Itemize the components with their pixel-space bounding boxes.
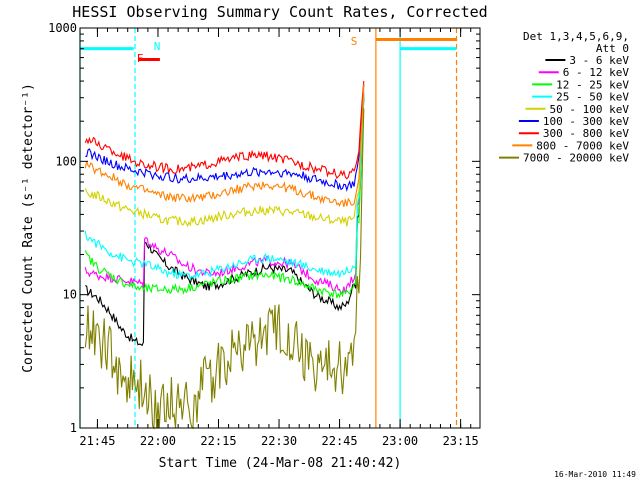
x-axis-label: Start Time (24-Mar-08 21:40:42): [159, 456, 402, 471]
series-line-8: [84, 108, 365, 430]
plot-frame: [79, 27, 481, 429]
series-line-1: [84, 93, 365, 295]
observing-flags: FN S: [80, 35, 457, 65]
y-axis-label: Corrected Count Rate (s⁻¹ detector⁻¹): [21, 83, 36, 373]
series-line-2: [84, 95, 365, 299]
flag-label-1: F: [137, 52, 144, 65]
footer-timestamp: 16-Mar-2010 11:49: [554, 470, 636, 479]
y-axis: 1 10 100 1000: [48, 21, 480, 435]
series-lines: [84, 81, 365, 430]
legend-entry-label-0: 3 - 6 keV: [569, 54, 629, 67]
x-tick-label-1: 22:00: [140, 434, 176, 448]
y-tick-label-1: 10: [63, 288, 77, 302]
legend-entry-label-2: 12 - 25 keV: [556, 78, 629, 91]
legend-entry-label-8: 7000 - 20000 keV: [523, 152, 629, 165]
series-line-6: [84, 81, 365, 180]
x-tick-label-5: 23:00: [382, 434, 418, 448]
vertical-markers: [79, 28, 458, 428]
legend-entry-label-6: 300 - 800 keV: [543, 127, 629, 140]
legend-entry-label-1: 6 - 12 keV: [563, 66, 630, 79]
series-line-0: [85, 97, 365, 347]
legend-entry-label-3: 25 - 50 keV: [556, 91, 629, 104]
legend-header-line-2: Att 0: [596, 42, 629, 55]
series-line-5: [85, 83, 365, 193]
y-tick-label-2: 100: [55, 154, 77, 168]
x-tick-label-2: 22:15: [200, 434, 236, 448]
series-line-3: [84, 92, 365, 281]
flag-label-3: S: [351, 35, 358, 48]
legend-entry-label-5: 100 - 300 keV: [543, 115, 629, 128]
legend-entry-label-7: 800 - 7000 keV: [536, 139, 629, 152]
x-axis: 21:45 22:00 22:15 22:30 22:45 23:00 23:15: [79, 28, 479, 448]
x-tick-label-0: 21:45: [79, 434, 115, 448]
legend-header-line-1: Det 1,3,4,5,6,9,: [523, 30, 629, 43]
series-line-7: [84, 83, 365, 208]
x-tick-label-3: 22:30: [261, 434, 297, 448]
x-tick-label-4: 22:45: [322, 434, 358, 448]
y-tick-label-0: 1: [70, 421, 77, 435]
chart-title: HESSI Observing Summary Count Rates, Cor…: [72, 3, 487, 21]
x-tick-label-6: 23:15: [443, 434, 479, 448]
series-line-4: [84, 88, 365, 228]
legend-entry-label-4: 50 - 100 keV: [550, 103, 630, 116]
flag-label-2: N: [154, 40, 161, 53]
y-tick-label-3: 1000: [48, 21, 77, 35]
